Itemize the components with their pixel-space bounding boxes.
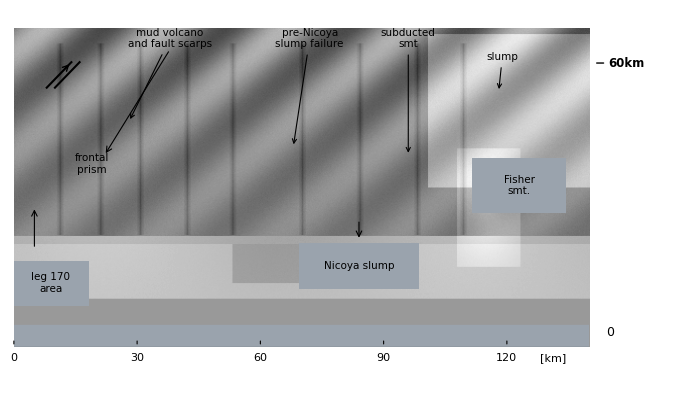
Bar (14, 325, 589, 347)
Text: frontal
prism: frontal prism (75, 153, 109, 175)
Text: leg 170
area: leg 170 area (31, 272, 70, 294)
Text: 30: 30 (130, 353, 144, 363)
Text: [km]: [km] (540, 353, 566, 363)
Text: slump: slump (486, 52, 518, 88)
Text: mud volcano
and fault scarps: mud volcano and fault scarps (128, 28, 212, 118)
Text: 120: 120 (496, 353, 518, 363)
Text: 0: 0 (606, 327, 615, 339)
Text: Nicoya slump: Nicoya slump (324, 261, 394, 271)
Text: leg 170
area: leg 170 area (35, 262, 73, 283)
FancyBboxPatch shape (299, 243, 419, 289)
Text: 0: 0 (10, 353, 17, 363)
Text: 90: 90 (376, 353, 391, 363)
Text: subducted
smt: subducted smt (381, 28, 436, 152)
Text: Fisher
smt.: Fisher smt. (504, 175, 535, 196)
FancyBboxPatch shape (472, 158, 566, 213)
Text: 60km: 60km (608, 57, 644, 69)
Text: 60: 60 (254, 353, 267, 363)
Text: pre-Nicoya
slump failure: pre-Nicoya slump failure (276, 28, 344, 143)
FancyBboxPatch shape (12, 260, 89, 305)
